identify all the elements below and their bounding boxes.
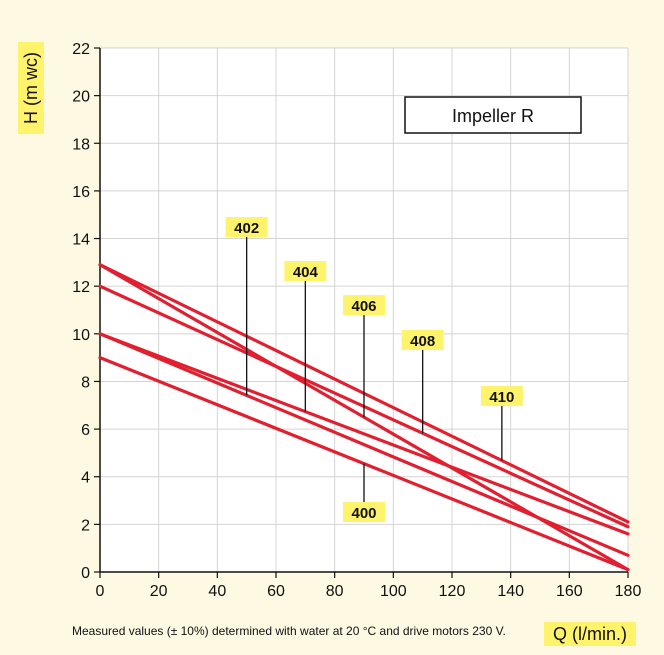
- y-tick-label: 0: [81, 565, 90, 582]
- series-label-bg-400: [343, 502, 385, 522]
- y-tick-label: 8: [81, 374, 90, 391]
- y-tick-label: 20: [72, 89, 90, 106]
- x-tick-label: 20: [150, 583, 168, 600]
- x-tick-label: 80: [326, 583, 344, 600]
- y-tick-label: 22: [72, 41, 90, 58]
- x-tick-label: 180: [615, 583, 642, 600]
- series-label-410: 410: [489, 389, 514, 406]
- x-tick-label: 0: [96, 583, 105, 600]
- x-tick-label: 120: [439, 583, 466, 600]
- series-label-404: 404: [293, 264, 319, 281]
- legend-frame: [404, 96, 582, 134]
- x-axis-title: Q (l/min.): [553, 624, 627, 644]
- x-tick-label: 140: [497, 583, 524, 600]
- x-tick-label: 160: [556, 583, 583, 600]
- x-tick-label: 60: [267, 583, 285, 600]
- x-axis-title-bg: [544, 622, 636, 646]
- x-tick-label: 40: [208, 583, 226, 600]
- legend-text: Impeller R: [452, 106, 534, 126]
- series-label-bg-404: [284, 261, 327, 281]
- series-label-bg-406: [343, 295, 385, 315]
- y-tick-label: 4: [81, 470, 90, 487]
- footnote: Measured values (± 10%) determined with …: [72, 624, 506, 638]
- axis-titles: H (m wc) Q (l/min.): [18, 42, 636, 646]
- y-tick-label: 12: [72, 279, 90, 296]
- y-tick-label: 14: [72, 232, 90, 249]
- series-labels: 400 402 404 406 408 410: [225, 217, 523, 522]
- series-label-bg-410: [480, 386, 523, 406]
- y-axis-title: H (m wc): [21, 52, 41, 124]
- y-tick-label: 2: [81, 517, 90, 534]
- series-label-bg-402: [225, 217, 268, 237]
- series-label-402: 402: [234, 220, 259, 237]
- axes: 0 2 4 6 8 10 12 14 16 18 20 22 0 20 40 60 80 100 120 140 160…: [72, 41, 641, 600]
- series-line-404: [98, 332, 630, 536]
- y-tick-label: 6: [81, 422, 90, 439]
- series-label-400: 400: [351, 505, 376, 522]
- series-label-406: 406: [351, 298, 376, 315]
- y-tick-label: 18: [72, 136, 90, 153]
- series-label-bg-408: [401, 330, 444, 350]
- y-tick-label: 10: [72, 327, 90, 344]
- x-tick-label: 100: [380, 583, 407, 600]
- series-label-408: 408: [410, 333, 435, 350]
- y-tick-label: 16: [72, 184, 90, 201]
- y-axis-title-bg: [18, 42, 44, 134]
- legend-box: Impeller R: [404, 96, 582, 134]
